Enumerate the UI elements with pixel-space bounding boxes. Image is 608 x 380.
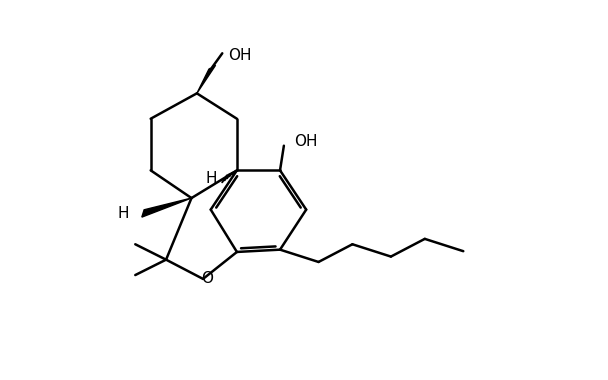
Text: H: H	[206, 171, 217, 186]
Polygon shape	[197, 65, 216, 93]
Text: OH: OH	[227, 48, 251, 63]
Text: H: H	[117, 206, 129, 221]
Text: OH: OH	[294, 134, 317, 149]
Text: O: O	[201, 271, 213, 287]
Polygon shape	[142, 198, 192, 217]
